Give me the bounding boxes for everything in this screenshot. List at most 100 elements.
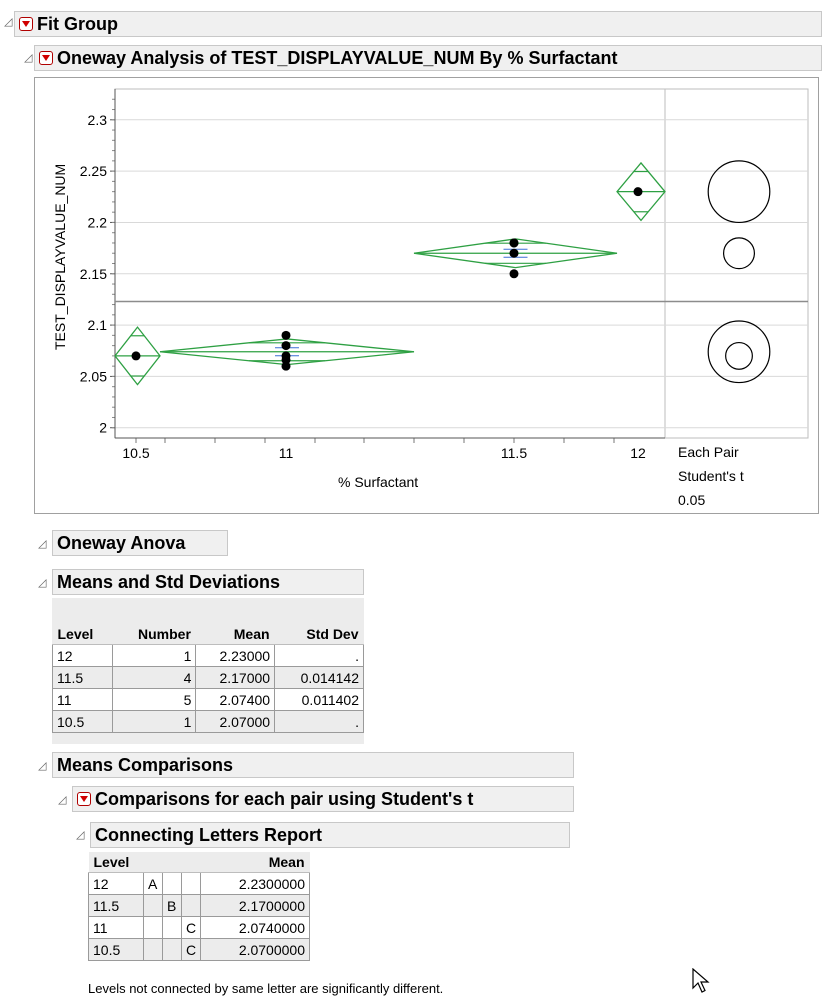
mouse-cursor-icon — [692, 968, 710, 993]
col-level: Level — [52, 624, 113, 645]
cell-std-dev: 0.011402 — [274, 688, 364, 711]
y-tick-label: 2.2 — [88, 214, 108, 230]
cell-letter — [143, 916, 163, 939]
disclosure-triangle-icon[interactable]: ◿ — [4, 16, 13, 28]
means-std-table: Level Number Mean Std Dev 12 1 2.23000 .… — [51, 624, 364, 733]
fit-group-header[interactable]: Fit Group — [14, 11, 822, 37]
y-tick-label: 2.1 — [88, 317, 108, 333]
data-point — [509, 269, 519, 279]
cell-mean: 2.07000 — [195, 710, 276, 733]
disclosure-triangle-icon[interactable]: ◿ — [76, 829, 85, 841]
data-point — [509, 238, 519, 248]
y-axis-label: TEST_DISPLAYVALUE_NUM — [52, 163, 68, 350]
x-axis-label: % Surfactant — [338, 474, 419, 490]
y-tick-label: 2.3 — [88, 112, 108, 128]
col-std-dev: Std Dev — [274, 624, 364, 645]
disclosure-triangle-icon[interactable]: ◿ — [38, 538, 47, 550]
cell-letter — [162, 938, 182, 961]
cell-number: 4 — [112, 666, 197, 689]
col-level: Level — [88, 852, 201, 873]
x-tick-label: 12 — [630, 445, 646, 461]
table-row: 12 A 2.2300000 — [88, 872, 310, 895]
cell-letter: C — [180, 916, 202, 939]
cell-level: 11 — [51, 688, 114, 711]
table-row: 11.5 B 2.1700000 — [88, 894, 310, 917]
red-triangle-menu-icon[interactable] — [19, 17, 33, 31]
cell-letter — [162, 916, 182, 939]
oneway-title: Oneway Analysis of TEST_DISPLAYVALUE_NUM… — [57, 48, 618, 68]
table-row: 11.5 4 2.17000 0.014142 — [51, 666, 364, 689]
cell-mean: 2.07400 — [195, 688, 276, 711]
cell-level: 12 — [88, 872, 144, 895]
y-tick-label: 2 — [99, 420, 107, 436]
cell-level: 12 — [51, 644, 114, 667]
cell-mean: 2.2300000 — [200, 872, 310, 895]
compare-label-line2: Student's t — [678, 468, 744, 484]
cell-letter — [180, 894, 202, 917]
cell-std-dev: 0.014142 — [274, 666, 364, 689]
connecting-letters-table: Level Mean 12 A 2.2300000 11.5 B 2.17000… — [88, 852, 310, 961]
disclosure-triangle-icon[interactable]: ◿ — [24, 52, 33, 64]
means-comparisons-header[interactable]: Means Comparisons — [52, 752, 574, 778]
compare-label-line1: Each Pair — [678, 444, 739, 460]
col-mean: Mean — [200, 852, 310, 873]
oneway-anova-header[interactable]: Oneway Anova — [52, 530, 228, 556]
compare-label-line3: 0.05 — [678, 492, 706, 508]
red-triangle-menu-icon[interactable] — [39, 51, 53, 65]
cell-letter — [143, 938, 163, 961]
comparison-circle — [723, 237, 755, 270]
cell-level: 10.5 — [51, 710, 114, 733]
comparison-circle — [725, 341, 753, 370]
oneway-header[interactable]: Oneway Analysis of TEST_DISPLAYVALUE_NUM… — [34, 45, 822, 71]
disclosure-triangle-icon[interactable]: ◿ — [38, 577, 47, 589]
disclosure-triangle-icon[interactable]: ◿ — [58, 794, 67, 806]
cell-mean: 2.0740000 — [200, 916, 310, 939]
y-tick-label: 2.15 — [80, 266, 107, 282]
cell-mean: 2.0700000 — [200, 938, 310, 961]
comparison-circle — [707, 320, 771, 384]
cell-std-dev: . — [274, 644, 364, 667]
cell-level: 11.5 — [88, 894, 144, 917]
cell-mean: 2.17000 — [195, 666, 276, 689]
table-row: 12 1 2.23000 . — [51, 644, 364, 667]
data-point — [131, 351, 141, 361]
comparison-circles-area — [664, 88, 809, 439]
table-row: 10.5 1 2.07000 . — [51, 710, 364, 733]
cell-mean: 2.1700000 — [200, 894, 310, 917]
data-point — [281, 341, 291, 351]
cell-number: 5 — [112, 688, 197, 711]
data-point — [281, 330, 291, 340]
red-triangle-menu-icon[interactable] — [77, 792, 91, 806]
cell-std-dev: . — [274, 710, 364, 733]
cell-letter: C — [180, 938, 202, 961]
col-number: Number — [112, 624, 196, 645]
data-point — [509, 248, 519, 258]
pairs-title: Comparisons for each pair using Student'… — [95, 789, 474, 809]
table-row: 11 C 2.0740000 — [88, 916, 310, 939]
cell-letter — [162, 872, 182, 895]
table-row: 10.5 C 2.0700000 — [88, 938, 310, 961]
pairs-header[interactable]: Comparisons for each pair using Student'… — [72, 786, 574, 812]
col-mean: Mean — [195, 624, 275, 645]
cell-number: 1 — [112, 644, 197, 667]
connecting-letters-header[interactable]: Connecting Letters Report — [90, 822, 570, 848]
cell-level: 11 — [88, 916, 144, 939]
cell-number: 1 — [112, 710, 197, 733]
y-tick-label: 2.05 — [80, 368, 107, 384]
comparison-circle — [707, 160, 771, 224]
cell-letter: A — [143, 872, 163, 895]
cell-letter — [180, 872, 202, 895]
cell-letter — [143, 894, 163, 917]
cell-level: 10.5 — [88, 938, 144, 961]
x-tick-label: 11 — [279, 445, 294, 461]
fit-group-title: Fit Group — [37, 14, 118, 34]
disclosure-triangle-icon[interactable]: ◿ — [38, 760, 47, 772]
means-std-header[interactable]: Means and Std Deviations — [52, 569, 364, 595]
plot-area — [114, 88, 666, 439]
data-point — [281, 355, 291, 365]
table-row: 11 5 2.07400 0.011402 — [51, 688, 364, 711]
y-tick-label: 2.25 — [80, 163, 107, 179]
cell-level: 11.5 — [51, 666, 114, 689]
x-tick-label: 10.5 — [122, 445, 149, 461]
